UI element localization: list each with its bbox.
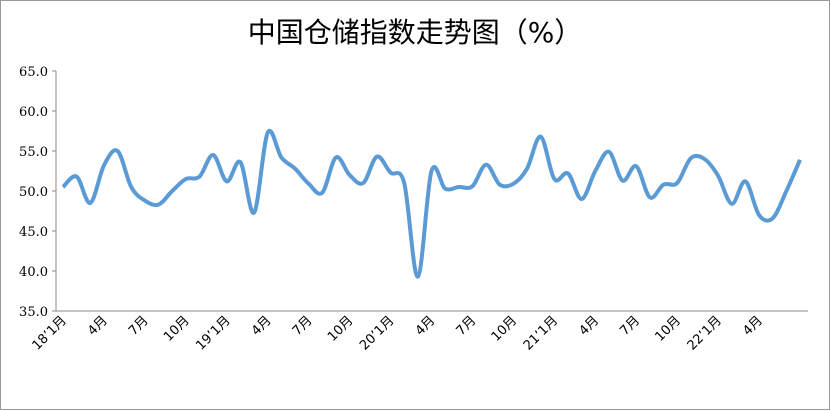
- y-tick-label: 35.0: [19, 305, 48, 320]
- y-tick-label: 55.0: [19, 145, 48, 160]
- y-tick-label: 60.0: [19, 105, 48, 120]
- y-tick-label: 45.0: [19, 225, 48, 240]
- line-series: [61, 128, 802, 279]
- chart-title: 中国仓储指数走势图（%）: [248, 16, 583, 49]
- y-tick-label: 50.0: [19, 185, 48, 200]
- y-tick-label: 65.0: [19, 65, 48, 80]
- y-tick-label: 40.0: [19, 265, 48, 280]
